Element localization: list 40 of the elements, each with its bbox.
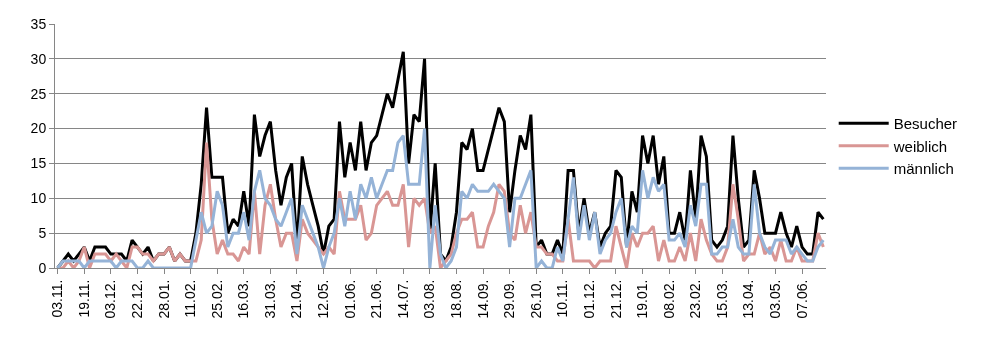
x-tick-label: 15.03. (713, 279, 730, 319)
x-tick-label: 16.03. (235, 279, 252, 319)
y-tick-label: 25 (30, 85, 47, 102)
x-tick-label: 08.02. (660, 279, 677, 319)
x-tick-label: 29.09. (501, 279, 518, 319)
x-tick-label: 19.01. (634, 279, 651, 319)
x-tick-label: 13.04. (740, 279, 757, 319)
legend-label: weiblich (892, 137, 948, 155)
y-tick-label: 10 (30, 190, 47, 207)
legend-label: Besucher (893, 115, 958, 133)
x-tick-label: 31.03. (261, 279, 278, 319)
x-tick-label: 19.11. (75, 279, 92, 318)
y-tick-label: 35 (30, 15, 47, 32)
x-tick-label: 21.12. (607, 279, 624, 319)
x-tick-label: 03.05. (767, 279, 784, 319)
x-tick-label: 03.08. (421, 279, 438, 319)
x-tick-label: 12.05. (315, 279, 332, 319)
x-tick-label: 26.10. (527, 279, 544, 319)
y-tick-label: 30 (30, 50, 47, 67)
x-tick-label: 01.12. (580, 279, 597, 319)
x-tick-label: 21.06. (368, 279, 385, 319)
x-tick-label: 03.12. (102, 279, 119, 319)
x-tick-label: 10.11. (554, 279, 571, 318)
x-tick-label: 25.02. (208, 279, 225, 319)
x-tick-label: 23.02. (687, 279, 704, 319)
x-tick-label: 03.11. (49, 279, 66, 318)
x-tick-label: 14.09. (474, 279, 491, 319)
x-tick-label: 11.02. (182, 279, 199, 318)
x-tick-label: 14.07. (394, 279, 411, 319)
y-tick-label: 20 (30, 120, 47, 137)
legend-label: männlich (893, 160, 954, 178)
y-tick-label: 0 (38, 259, 47, 276)
x-tick-label: 22.12. (128, 279, 145, 319)
x-tick-label: 01.06. (341, 279, 358, 319)
y-tick-label: 5 (38, 225, 47, 242)
x-tick-label: 21.04. (288, 279, 305, 319)
x-tick-label: 18.08. (448, 279, 464, 319)
x-tick-label: 07.06. (793, 279, 810, 319)
x-tick-label: 28.01. (155, 279, 172, 319)
y-tick-label: 15 (30, 155, 47, 172)
